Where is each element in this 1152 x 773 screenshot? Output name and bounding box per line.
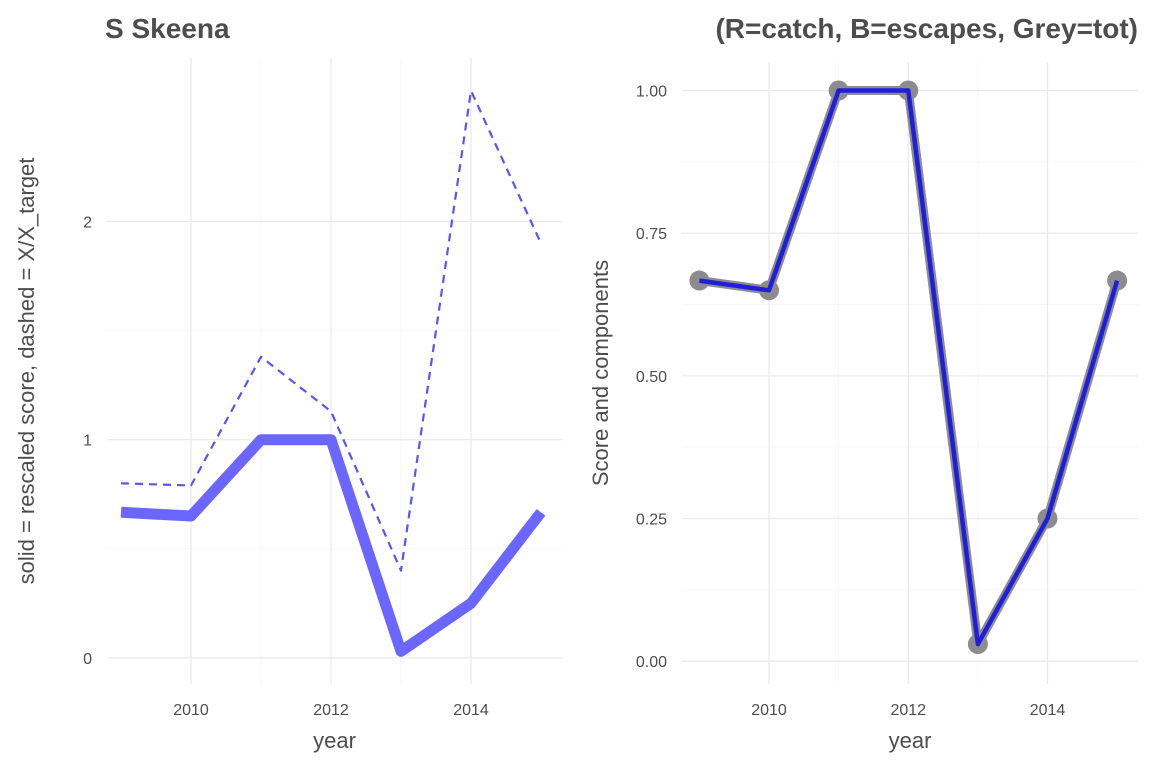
y-tick-label: 0.25 [636, 512, 667, 529]
x-axis-label: year [889, 728, 932, 753]
x-tick-label: 2014 [453, 702, 489, 719]
x-tick-label: 2014 [1030, 702, 1066, 719]
y-tick-label: 2 [83, 215, 92, 232]
major-gridlines [682, 62, 1138, 684]
x-axis-label: year [313, 728, 356, 753]
chart-title: (R=catch, B=escapes, Grey=tot) [715, 13, 1138, 44]
x-tick-label: 2010 [173, 702, 209, 719]
y-tick-label: 0 [83, 651, 92, 668]
data-point [689, 270, 710, 291]
y-tick-label: 0.50 [636, 369, 667, 386]
minor-gridlines [682, 62, 1138, 684]
chart-title: S Skeena [105, 13, 230, 44]
y-axis-label: Score and components [588, 260, 613, 486]
y-tick-label: 1 [83, 433, 92, 450]
y-tick-label: 0.75 [636, 226, 667, 243]
x-tick-label: 2012 [890, 702, 926, 719]
y-axis-label: solid = rescaled score, dashed = X/X_tar… [14, 158, 39, 585]
chart-panel-2: 2010 2012 2014 0.00 0.25 0.50 0.75 1.00 year Scor… [588, 13, 1138, 753]
chart-panel-1: 2010 2012 2014 0 1 2 year solid = rescaled scor… [14, 13, 562, 753]
data-point [1107, 270, 1128, 291]
series-solid-line [699, 88, 1120, 647]
y-tick-label: 1.00 [636, 84, 667, 101]
y-tick-label: 0.00 [636, 654, 667, 671]
major-gridlines [107, 58, 562, 684]
series-dashed-line [120, 89, 542, 572]
minor-gridlines [107, 58, 562, 684]
x-tick-label: 2010 [751, 702, 787, 719]
series-solid-line [120, 434, 546, 657]
x-tick-label: 2012 [313, 702, 349, 719]
